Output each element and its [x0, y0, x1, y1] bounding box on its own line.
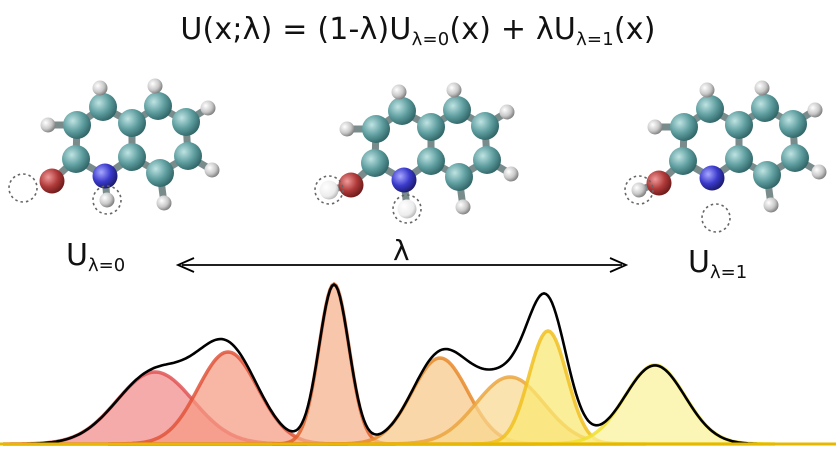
hydrogen-atom	[446, 82, 462, 98]
carbon-atom	[361, 149, 389, 177]
hydrogen-atom	[754, 80, 770, 96]
carbon-atom	[445, 163, 473, 191]
nitrogen-atom	[391, 167, 417, 193]
equation-sub1: λ=1	[576, 29, 614, 50]
nitrogen-atom	[699, 165, 725, 191]
hydrogen-atom	[204, 162, 220, 178]
carbon-atom	[118, 143, 146, 171]
carbon-atom	[417, 147, 445, 175]
hydrogen-atom	[391, 84, 407, 100]
hydrogen-atom	[156, 195, 172, 211]
hydrogen-atom	[92, 80, 108, 96]
dashed-site-marker	[92, 185, 122, 215]
carbon-atom	[670, 113, 698, 141]
carbon-atom	[63, 111, 91, 139]
molecule-left	[8, 78, 220, 215]
lambda-label: λ	[393, 234, 410, 267]
equation-lhs: U(x;λ) = (1-λ)U	[180, 12, 412, 47]
hydrogen-atom	[455, 199, 471, 215]
nitrogen-atom	[92, 163, 118, 189]
molecule-group	[8, 78, 827, 233]
hydrogen-atom	[99, 192, 115, 208]
hydrogen-atom	[397, 199, 417, 219]
carbon-atom	[417, 113, 445, 141]
distribution-peak-3	[272, 281, 396, 446]
hydrogen-atom	[699, 82, 715, 98]
left-state-label: Uλ=0	[66, 238, 126, 276]
dashed-site-marker	[8, 173, 38, 203]
hydrogen-atom	[807, 102, 823, 118]
carbon-atom	[118, 109, 146, 137]
carbon-atom	[473, 146, 501, 174]
hydrogen-atom	[319, 180, 339, 200]
carbon-atom	[781, 144, 809, 172]
carbon-atom	[89, 93, 117, 121]
molecule-center	[314, 82, 519, 224]
dashed-site-marker	[701, 203, 731, 233]
equation-end: (x)	[613, 12, 656, 47]
distribution-group	[3, 281, 775, 446]
hydrogen-atom	[40, 117, 56, 133]
molecule-right	[624, 80, 827, 233]
dashed-site-marker	[314, 175, 344, 205]
lambda-arrow	[175, 257, 629, 273]
dashed-site-marker	[624, 175, 654, 205]
carbon-atom	[443, 96, 471, 124]
hydrogen-atom	[763, 197, 779, 213]
envelope-curve	[0, 283, 836, 446]
carbon-atom	[62, 145, 90, 173]
carbon-atom	[725, 111, 753, 139]
carbon-atom	[669, 147, 697, 175]
dashed-site-marker	[392, 194, 422, 224]
carbon-atom	[388, 97, 416, 125]
carbon-atom	[725, 145, 753, 173]
oxygen-atom	[646, 170, 672, 196]
hydrogen-atom	[503, 166, 519, 182]
oxygen-atom	[338, 172, 364, 198]
carbon-atom	[753, 161, 781, 189]
carbon-atom	[146, 159, 174, 187]
carbon-atom	[172, 108, 200, 136]
hydrogen-atom	[339, 121, 355, 137]
hydrogen-atom	[499, 104, 515, 120]
hydrogen-atom	[631, 182, 647, 198]
right-state-label: Uλ=1	[688, 245, 748, 283]
carbon-atom	[696, 95, 724, 123]
equation: U(x;λ) = (1-λ)Uλ=0(x) + λUλ=1(x)	[0, 12, 836, 50]
hydrogen-atom	[147, 78, 163, 94]
equation-mid: (x) + λU	[449, 12, 577, 47]
carbon-atom	[144, 92, 172, 120]
equation-sub0: λ=0	[411, 29, 450, 50]
carbon-atom	[471, 112, 499, 140]
carbon-atom	[362, 115, 390, 143]
carbon-atom	[779, 110, 807, 138]
hydrogen-atom	[647, 119, 663, 135]
carbon-atom	[174, 142, 202, 170]
oxygen-atom	[39, 168, 65, 194]
hydrogen-atom	[811, 164, 827, 180]
carbon-atom	[751, 94, 779, 122]
hydrogen-atom	[200, 100, 216, 116]
